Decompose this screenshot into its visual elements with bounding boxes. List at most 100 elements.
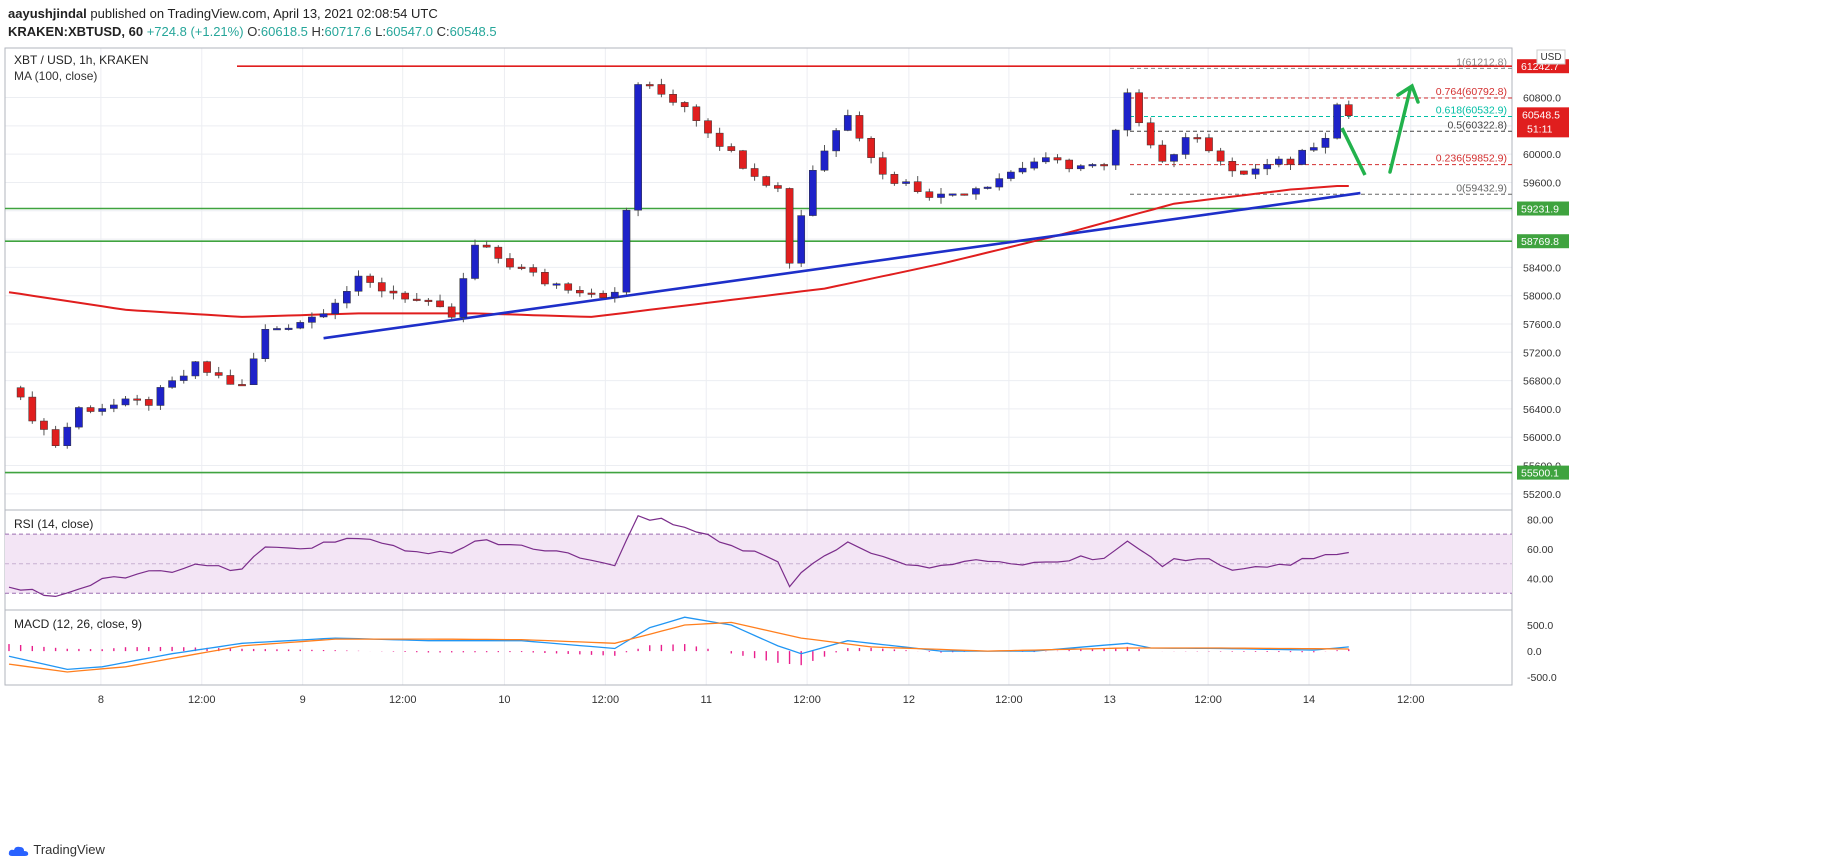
- x-tick-label: 12:00: [995, 694, 1023, 706]
- candle-body: [576, 290, 584, 294]
- candle-body: [715, 132, 724, 147]
- macd-line: [8, 616, 1349, 671]
- macd-tick-label: 500.0: [1527, 620, 1553, 632]
- candle-body: [1111, 129, 1120, 166]
- candle-body: [739, 150, 747, 169]
- candle-body: [878, 157, 887, 175]
- close-label: C:: [436, 24, 450, 39]
- candle-body: [1193, 137, 1202, 140]
- y-tick-label: 56400.0: [1523, 404, 1561, 416]
- candle-body: [28, 396, 37, 422]
- candle-body: [610, 291, 619, 298]
- y-tick-label: 60000.0: [1523, 149, 1561, 161]
- candle-body: [319, 313, 328, 318]
- candle-body: [471, 244, 479, 279]
- candle-body: [704, 120, 712, 134]
- candle-body: [1042, 157, 1050, 163]
- candle-body: [1286, 158, 1295, 165]
- candle-body: [447, 306, 456, 318]
- candle-body: [1065, 159, 1074, 170]
- macd-tick-label: 0.0: [1527, 646, 1542, 658]
- candle-body: [121, 398, 130, 406]
- y-tick-label: 58000.0: [1523, 291, 1561, 303]
- high-label: H:: [311, 24, 325, 39]
- candle-body: [890, 174, 899, 184]
- candle-body: [1333, 104, 1341, 139]
- candle-body: [51, 429, 60, 446]
- candle-body: [389, 290, 398, 294]
- candle-body: [261, 329, 270, 360]
- x-tick-label: 9: [300, 694, 306, 706]
- candle-body: [809, 170, 817, 216]
- tradingview-cloud-icon: [8, 846, 29, 856]
- ma-legend: MA (100, close): [14, 69, 97, 83]
- candle-body: [797, 215, 806, 264]
- brand-label: TradingView: [33, 842, 105, 857]
- tradingview-logo[interactable]: TradingView: [8, 842, 105, 858]
- x-tick-label: 12:00: [188, 694, 216, 706]
- candle-body: [913, 181, 922, 192]
- rsi-line: [8, 514, 1349, 598]
- rsi-legend: RSI (14, close): [14, 517, 93, 531]
- candle-body: [1146, 122, 1155, 146]
- countdown-label: 51:11: [1527, 123, 1553, 135]
- y-tick-label: 60800.0: [1523, 93, 1561, 105]
- support-2-tag: [1517, 234, 1569, 249]
- candle-body: [354, 275, 363, 292]
- candle-body: [238, 384, 246, 387]
- y-tick-label: 56000.0: [1523, 432, 1561, 444]
- candle-body: [1240, 170, 1248, 175]
- support-2-label: 58769.8: [1521, 236, 1559, 248]
- x-tick-label: 12:00: [1397, 694, 1425, 706]
- candle-body: [110, 404, 118, 409]
- candle-body: [436, 300, 444, 308]
- ma-100-line: [8, 185, 1349, 318]
- candle-body: [1007, 171, 1015, 179]
- candle-body: [377, 282, 386, 292]
- rsi-tick-label: 80.00: [1527, 514, 1553, 526]
- currency-box: [1536, 49, 1566, 65]
- candle-body: [1076, 165, 1085, 170]
- candle-body: [284, 327, 293, 330]
- x-tick-label: 12: [903, 694, 915, 706]
- candle-body: [680, 102, 689, 108]
- candle-body: [249, 358, 258, 385]
- y-tick-label: 57200.0: [1523, 347, 1561, 359]
- candle-body: [343, 291, 351, 304]
- candle-body: [657, 84, 666, 95]
- candle-body: [587, 292, 596, 295]
- last-price-tag: [1517, 107, 1569, 138]
- candle-body: [960, 193, 969, 196]
- chart-area[interactable]: 8 12:00 9 12:00 10 12:00 11 12:00 12 12:00 13 12:00…: [0, 40, 1828, 840]
- candle-body: [16, 387, 25, 398]
- x-tick-label: 8: [98, 694, 104, 706]
- candle-body: [168, 380, 176, 388]
- rsi-tick-label: 60.00: [1527, 544, 1553, 556]
- candle-body: [517, 266, 526, 269]
- candle-body: [1205, 137, 1213, 152]
- open-value: O:60618.5: [247, 24, 308, 39]
- candle-body: [750, 168, 759, 177]
- candle-body: [226, 375, 235, 385]
- candle-body: [1181, 137, 1190, 155]
- candle-body: [1100, 164, 1108, 167]
- candle-body: [995, 178, 1004, 188]
- pullback-arrow: [1340, 127, 1367, 176]
- publish-header: aayushjindal published on TradingView.co…: [8, 6, 497, 39]
- candle-body: [1088, 164, 1097, 167]
- candle-body: [1170, 154, 1178, 162]
- candle-body: [482, 244, 491, 248]
- fib-label-0: 0(59432.9): [1456, 182, 1507, 194]
- candle-body: [1321, 137, 1330, 148]
- candle-body: [1123, 92, 1132, 131]
- candle-body: [622, 209, 631, 293]
- candle-body: [1216, 150, 1225, 162]
- currency-label: USD: [1540, 52, 1561, 63]
- marks: [5, 65, 1512, 673]
- candle-body: [1298, 149, 1307, 165]
- candle-body: [1251, 168, 1260, 175]
- x-tick-label: 10: [498, 694, 510, 706]
- candle-body: [1018, 167, 1027, 173]
- author-name[interactable]: aayushjindal: [8, 6, 87, 21]
- support-1-label: 59231.9: [1521, 204, 1559, 216]
